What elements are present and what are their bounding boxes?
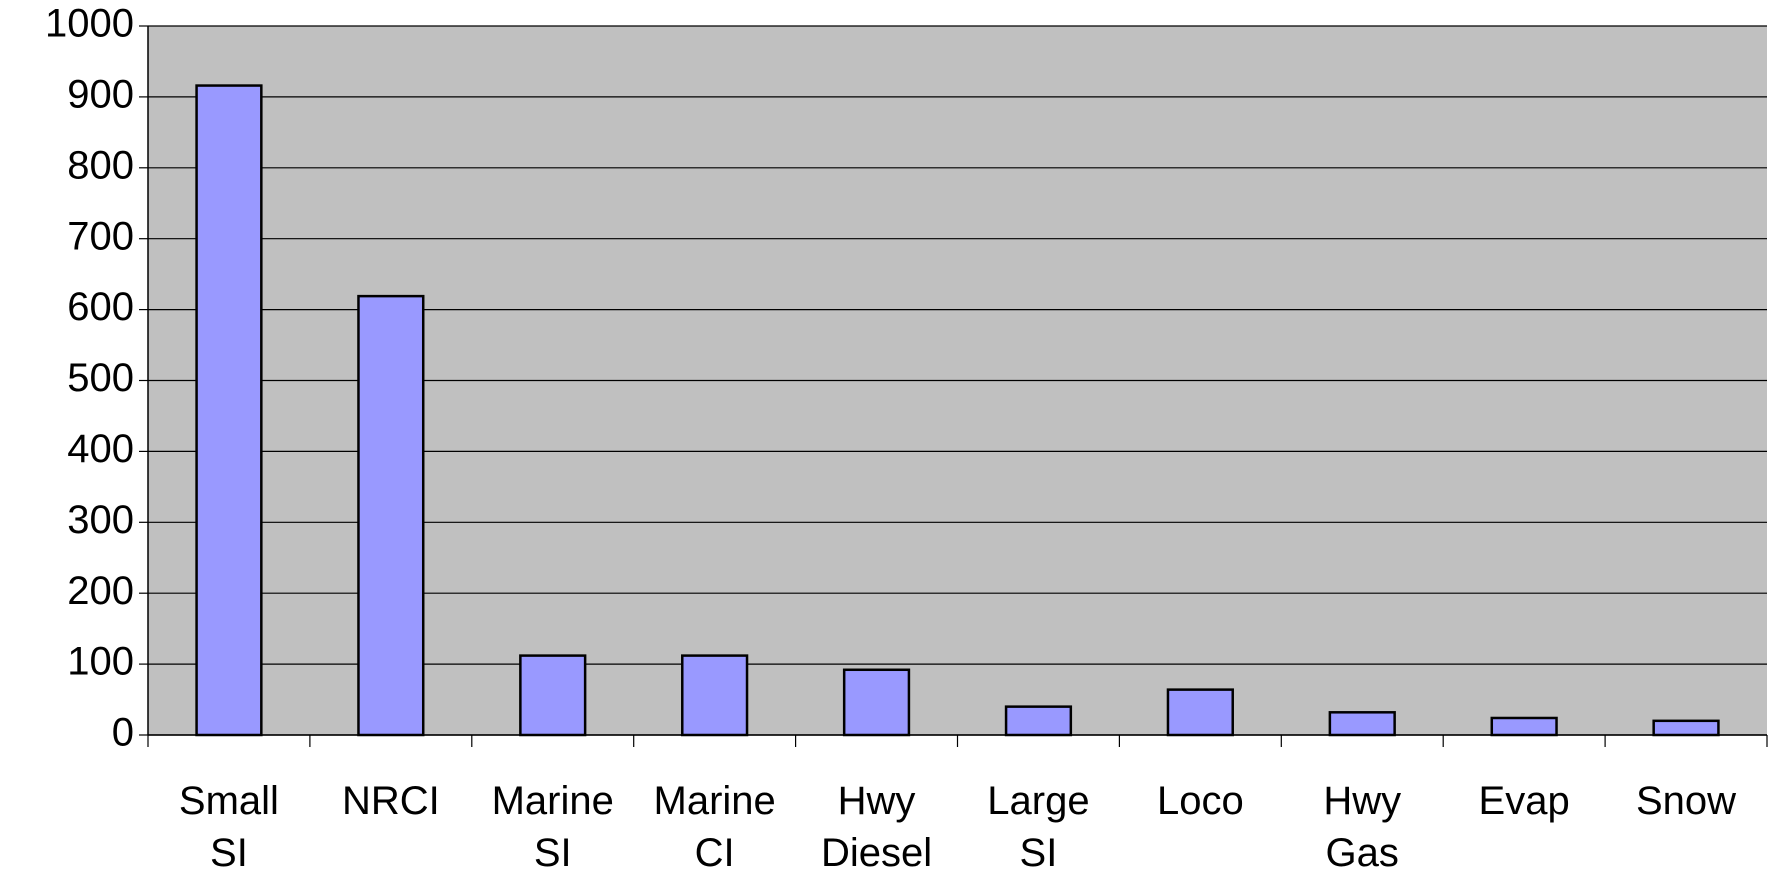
bar (357, 294, 425, 737)
y-tick-label: 900 (67, 72, 134, 116)
y-tick-label: 800 (67, 143, 134, 187)
x-tick-label: Snow (1636, 779, 1737, 823)
bar (195, 84, 263, 737)
bar (681, 654, 749, 737)
x-tick-label: NRCI (341, 779, 440, 823)
y-tick-label: 500 (67, 356, 134, 400)
bar (519, 654, 587, 737)
x-tick-label: Hwy Diesel (820, 779, 933, 875)
bar (1490, 716, 1558, 737)
y-tick-label: 100 (67, 640, 134, 684)
x-tick-label: Marine CI (653, 779, 776, 875)
x-tick-label: Marine SI (491, 779, 614, 875)
y-tick-label: 600 (67, 285, 134, 329)
bar (1652, 719, 1720, 737)
y-tick-label: 700 (67, 214, 134, 258)
y-tick-label: 400 (67, 427, 134, 471)
x-tick-label: Evap (1478, 779, 1570, 823)
bar (1328, 711, 1396, 737)
y-tick-label: 200 (67, 569, 134, 613)
y-tick-label: 0 (112, 711, 134, 755)
bar (842, 668, 911, 737)
bar (1004, 705, 1073, 737)
y-tick-label: 1000 (45, 2, 134, 46)
x-tick-label: Hwy Gas (1323, 779, 1402, 875)
x-tick-label: Loco (1156, 779, 1244, 823)
x-tick-label: Large SI (987, 779, 1090, 875)
bar (1166, 688, 1234, 737)
y-tick-label: 300 (67, 498, 134, 542)
x-tick-label: Small SI (178, 779, 279, 875)
